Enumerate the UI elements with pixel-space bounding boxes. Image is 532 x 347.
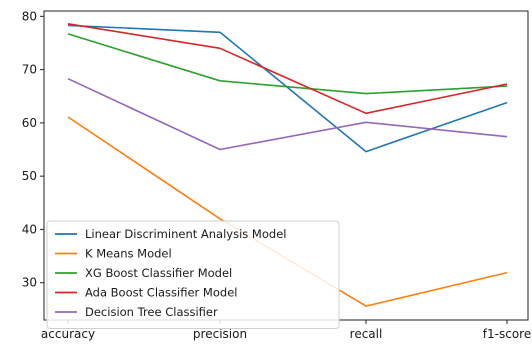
legend-label-0: Linear Discriminent Analysis Model (85, 227, 286, 241)
y-tick-label-3: 60 (22, 116, 37, 130)
x-tick-label-3: f1-score (483, 327, 531, 341)
legend: Linear Discriminent Analysis Model K Mean… (46, 220, 340, 329)
legend-label-3: Ada Boost Classifier Model (85, 286, 237, 300)
series-line-0 (67, 24, 508, 153)
series-line-3 (67, 23, 508, 115)
y-tick-label-2: 50 (22, 169, 37, 183)
legend-label-2: XG Boost Classifier Model (85, 266, 232, 280)
y-tick-label-5: 80 (22, 9, 37, 23)
x-tick-label-1: precision (193, 327, 247, 341)
series-line-4 (67, 77, 508, 151)
series-line-2 (67, 33, 508, 95)
axes: 30 40 50 60 70 80 accuracy precision recall f1-sc… (22, 9, 532, 341)
legend-box (46, 220, 340, 329)
legend-label-1: K Means Model (85, 247, 172, 261)
y-tick-label-1: 40 (22, 222, 37, 236)
x-tick-label-0: accuracy (41, 327, 95, 341)
y-tick-label-4: 70 (22, 63, 37, 77)
legend-label-4: Decision Tree Classifier (85, 305, 218, 319)
x-tick-label-2: recall (350, 327, 383, 341)
y-tick-label-0: 30 (22, 276, 37, 290)
